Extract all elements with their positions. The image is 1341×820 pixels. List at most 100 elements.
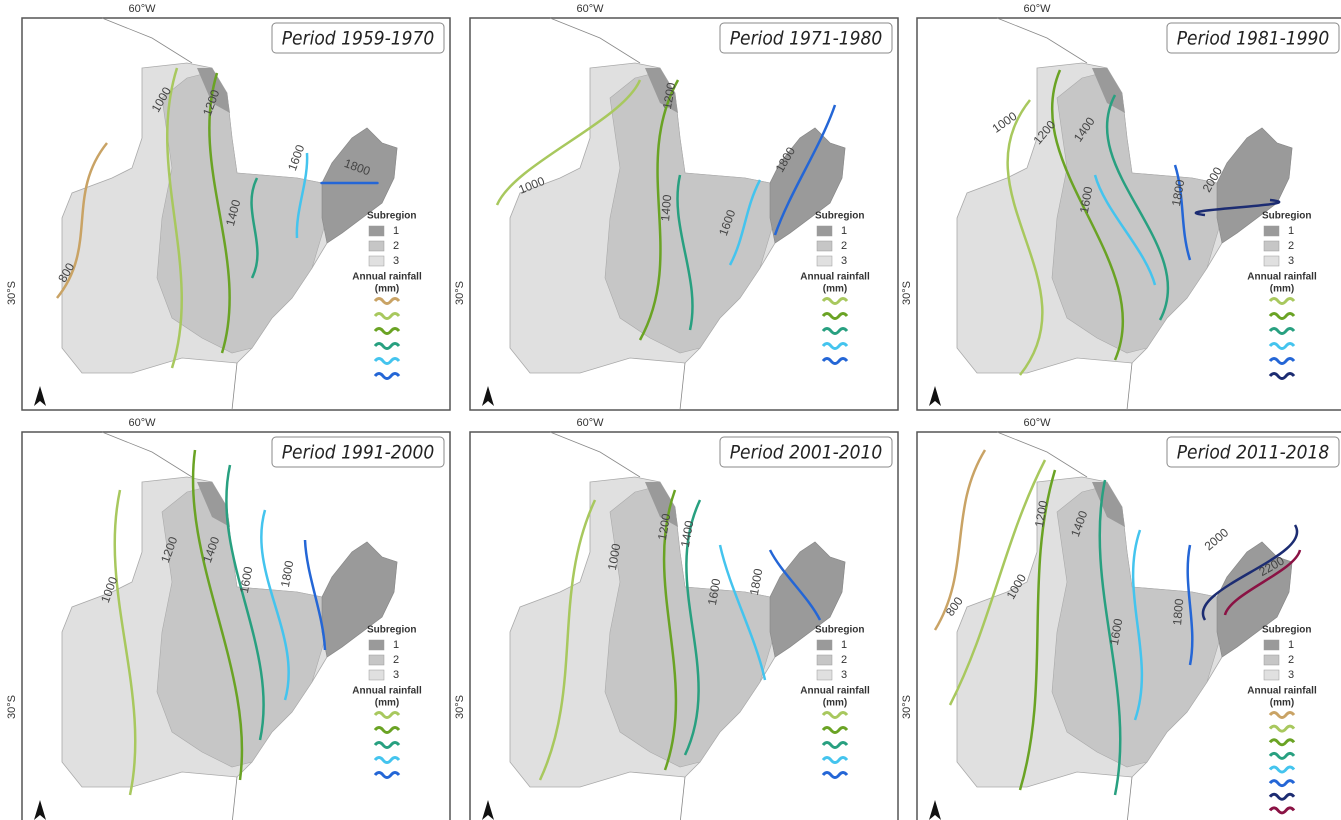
legend-isohyet xyxy=(1268,765,1296,774)
legend-isohyet xyxy=(821,771,849,779)
isohyet xyxy=(1050,69,1125,361)
latitude-label: 30°S xyxy=(901,695,913,719)
legend-rainfall-unit: (mm) xyxy=(823,698,847,709)
subregion-1 xyxy=(645,68,678,113)
isohyet xyxy=(250,177,259,279)
isohyet xyxy=(1186,544,1194,666)
legend-swatch xyxy=(1263,255,1280,267)
legend-swatch xyxy=(368,255,385,267)
isohyet-label: 1200 xyxy=(655,512,673,541)
legend-swatch xyxy=(816,240,833,252)
legend-swatch xyxy=(1263,240,1280,252)
longitude-label: 60°W xyxy=(128,417,156,429)
legend-isohyet xyxy=(373,711,401,719)
north-arrow xyxy=(34,386,46,406)
panel-title: Period 2001-2010 xyxy=(730,442,883,464)
legend-isohyet xyxy=(821,297,849,305)
isohyet xyxy=(728,179,762,266)
legend-swatch xyxy=(1263,639,1280,651)
isohyet xyxy=(538,499,597,781)
isohyet xyxy=(1201,524,1299,621)
isohyet-label: 1400 xyxy=(658,194,674,222)
legend-label: 1 xyxy=(1288,225,1294,237)
legend-isohyet xyxy=(1268,806,1296,815)
legend-label: 2 xyxy=(393,654,399,666)
legend-label: 1 xyxy=(841,639,847,651)
isohyet xyxy=(638,79,680,341)
legend-swatch xyxy=(368,225,385,237)
subregion-1 xyxy=(645,482,678,527)
legend-title: Subregion xyxy=(815,625,864,636)
isohyet xyxy=(773,104,837,236)
border xyxy=(549,17,686,411)
isohyet xyxy=(56,142,108,299)
legend-label: 1 xyxy=(841,225,847,237)
isohyet xyxy=(676,174,694,331)
longitude-label: 60°W xyxy=(1023,417,1051,429)
legend-label: 2 xyxy=(1288,654,1294,666)
isohyet xyxy=(166,67,183,369)
legend-rainfall-unit: (mm) xyxy=(375,698,399,709)
legend-title: Subregion xyxy=(815,211,864,222)
latitude-label: 30°S xyxy=(454,695,466,719)
legend-label: 3 xyxy=(393,255,399,267)
legend-swatch xyxy=(816,225,833,237)
legend-title: Subregion xyxy=(1262,625,1311,636)
isohyet-label: 1400 xyxy=(223,198,244,228)
title-box xyxy=(1166,436,1340,468)
legend-rainfall-unit: (mm) xyxy=(1270,284,1294,295)
legend-rainfall-unit: (mm) xyxy=(375,284,399,295)
legend-isohyet xyxy=(821,357,849,365)
legend-isohyet xyxy=(373,741,401,749)
legend-isohyet xyxy=(373,312,401,320)
isohyet-label: 1600 xyxy=(705,577,723,606)
legend-label: 3 xyxy=(393,669,399,681)
legend-isohyet xyxy=(1268,312,1296,320)
title-box xyxy=(719,22,893,54)
legend-label: 2 xyxy=(393,240,399,252)
title-box xyxy=(1166,22,1340,54)
legend-label: 2 xyxy=(841,240,847,252)
isohyet-label: 1400 xyxy=(678,519,696,548)
isohyet xyxy=(260,509,290,701)
legend-isohyet xyxy=(373,726,401,734)
panel-title: Period 1959-1970 xyxy=(282,28,435,50)
legend-label: 3 xyxy=(1288,255,1294,267)
subregion-1 xyxy=(1092,68,1125,113)
legend-label: 3 xyxy=(1288,669,1294,681)
title-box xyxy=(719,436,893,468)
legend-swatch xyxy=(1263,225,1280,237)
legend-title: Subregion xyxy=(367,625,416,636)
legend-label: 2 xyxy=(1288,240,1294,252)
legend-label: 3 xyxy=(841,255,847,267)
legend-isohyet xyxy=(1268,297,1296,305)
longitude-label: 60°W xyxy=(576,3,604,15)
latitude-label: 30°S xyxy=(901,281,913,305)
isohyet xyxy=(495,79,642,206)
isohyet-label: 1200 xyxy=(1032,499,1050,528)
isohyet xyxy=(1173,164,1192,261)
isohyet xyxy=(662,489,678,771)
subregion-1 xyxy=(1092,482,1125,527)
legend-swatch xyxy=(1263,654,1280,666)
legend-swatch xyxy=(816,639,833,651)
isohyet xyxy=(113,489,137,796)
legend-label: 3 xyxy=(841,669,847,681)
legend-isohyet xyxy=(821,726,849,734)
north-arrow xyxy=(482,800,494,820)
map-panel: 1000 1200 1400 1600 1800 Period 2001-2010 60°W… xyxy=(454,417,899,820)
isohyet xyxy=(948,459,1047,706)
isohyet xyxy=(225,464,265,741)
border xyxy=(549,431,686,820)
legend-swatch xyxy=(816,255,833,267)
legend-isohyet xyxy=(1268,751,1296,760)
legend-title: Subregion xyxy=(367,211,416,222)
isohyet-label: 1800 xyxy=(1170,598,1186,626)
isohyet xyxy=(1006,99,1044,376)
legend-rainfall-title: Annual rainfall xyxy=(800,686,870,697)
isohyet-label: 1800 xyxy=(747,567,765,596)
